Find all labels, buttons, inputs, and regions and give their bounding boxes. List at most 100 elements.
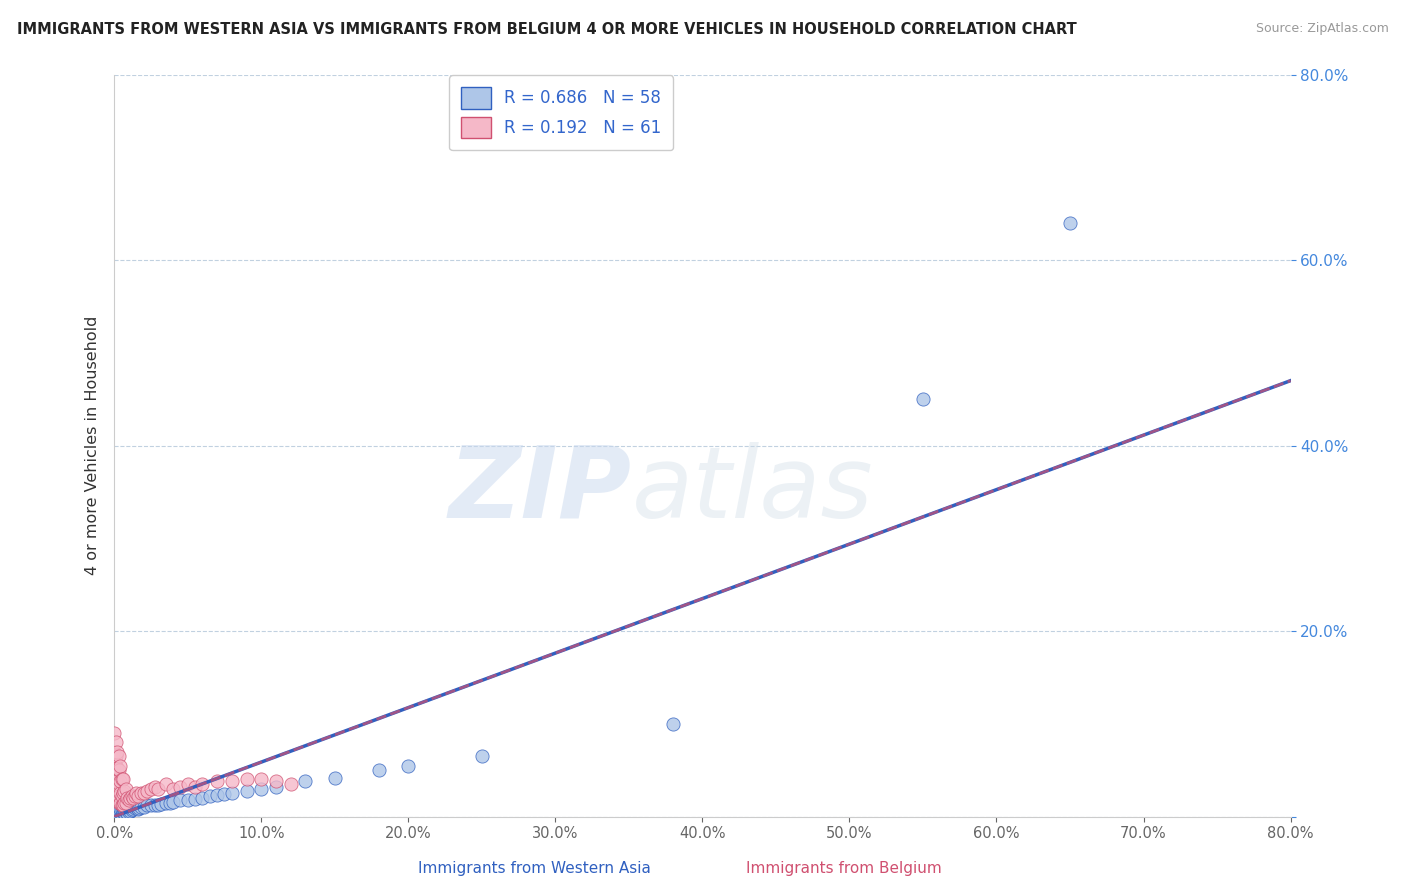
Point	[107, 804, 129, 818]
Point	[107, 789, 129, 804]
Point	[120, 804, 142, 818]
Point	[264, 780, 287, 794]
Point	[105, 761, 128, 775]
Point	[221, 786, 243, 800]
Y-axis label: 4 or more Vehicles in Household: 4 or more Vehicles in Household	[86, 316, 100, 575]
Point	[155, 777, 177, 791]
Point	[108, 796, 131, 810]
Point	[323, 771, 346, 785]
Point	[235, 772, 257, 787]
Point	[110, 798, 132, 813]
Point	[911, 392, 934, 407]
Point	[250, 781, 273, 796]
Point	[145, 780, 167, 794]
Point	[198, 789, 221, 804]
Point	[115, 796, 138, 810]
Point	[139, 798, 162, 813]
Text: Source: ZipAtlas.com: Source: ZipAtlas.com	[1256, 22, 1389, 36]
Point	[105, 802, 128, 816]
Point	[114, 805, 136, 820]
Point	[124, 789, 146, 804]
Point	[129, 786, 152, 800]
Point	[139, 781, 162, 796]
Point	[122, 802, 145, 816]
Point	[148, 781, 170, 796]
Point	[107, 749, 129, 764]
Point	[117, 802, 139, 816]
Point	[159, 796, 181, 810]
Point	[108, 802, 131, 816]
Point	[104, 781, 127, 796]
Point	[110, 772, 132, 787]
Point	[104, 772, 127, 787]
Point	[294, 774, 316, 789]
Legend: R = 0.686   N = 58, R = 0.192   N = 61: R = 0.686 N = 58, R = 0.192 N = 61	[450, 76, 673, 150]
Point	[177, 793, 200, 807]
Point	[471, 749, 494, 764]
Point	[108, 774, 131, 789]
Point	[121, 789, 143, 804]
Point	[132, 786, 155, 800]
Point	[105, 783, 128, 797]
Point	[105, 793, 128, 807]
Text: Immigrants from Western Asia: Immigrants from Western Asia	[418, 861, 651, 876]
Point	[191, 791, 214, 805]
Point	[169, 793, 191, 807]
Point	[104, 802, 127, 816]
Point	[221, 774, 243, 789]
Text: ZIP: ZIP	[449, 442, 631, 539]
Point	[121, 803, 143, 817]
Point	[107, 796, 129, 810]
Point	[110, 798, 132, 813]
Point	[105, 745, 128, 759]
Point	[177, 777, 200, 791]
Point	[662, 716, 685, 731]
Point	[118, 800, 141, 814]
Point	[155, 796, 177, 810]
Point	[111, 801, 134, 815]
Point	[115, 781, 138, 796]
Point	[105, 774, 128, 789]
Point	[108, 758, 131, 772]
Point	[103, 768, 125, 782]
Point	[125, 800, 148, 814]
Point	[250, 772, 273, 787]
Point	[205, 789, 228, 803]
Point	[235, 783, 257, 797]
Point	[135, 783, 157, 797]
Point	[107, 806, 129, 821]
Point	[127, 789, 149, 804]
Point	[132, 800, 155, 814]
Point	[111, 805, 134, 819]
Point	[367, 763, 389, 777]
Point	[118, 793, 141, 807]
Point	[107, 800, 129, 814]
Point	[107, 763, 129, 777]
Text: IMMIGRANTS FROM WESTERN ASIA VS IMMIGRANTS FROM BELGIUM 4 OR MORE VEHICLES IN HO: IMMIGRANTS FROM WESTERN ASIA VS IMMIGRAN…	[17, 22, 1077, 37]
Point	[115, 800, 138, 814]
Point	[111, 798, 134, 813]
Point	[205, 774, 228, 789]
Point	[115, 805, 138, 819]
Point	[280, 777, 302, 791]
Point	[103, 745, 125, 759]
Point	[110, 806, 132, 821]
Point	[184, 780, 207, 794]
Point	[128, 801, 150, 815]
Point	[120, 791, 142, 805]
Point	[103, 726, 125, 740]
Point	[122, 791, 145, 805]
Point	[103, 781, 125, 796]
Point	[125, 786, 148, 800]
Point	[135, 798, 157, 813]
Point	[114, 796, 136, 810]
Point	[111, 786, 134, 800]
Point	[1059, 216, 1081, 230]
Point	[110, 803, 132, 817]
Point	[104, 791, 127, 805]
Point	[117, 791, 139, 805]
Point	[104, 749, 127, 764]
Point	[129, 800, 152, 814]
Point	[150, 797, 173, 811]
Point	[184, 792, 207, 806]
